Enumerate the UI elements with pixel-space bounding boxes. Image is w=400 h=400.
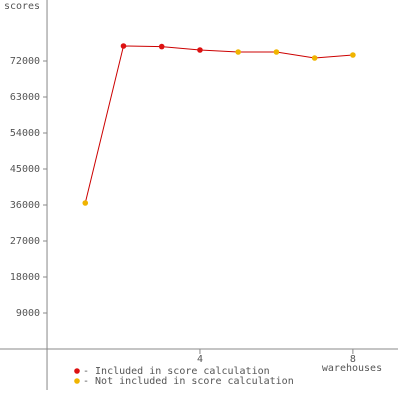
- x-tick-label: 4: [197, 354, 203, 365]
- data-point: [158, 43, 165, 50]
- data-point: [120, 43, 127, 49]
- data-point: [350, 52, 356, 58]
- legend-label: - Not included in score calculation: [83, 376, 294, 387]
- x-axis-label: warehouses: [322, 363, 382, 374]
- y-tick-label: 63000: [10, 92, 40, 103]
- data-point: [311, 55, 318, 61]
- y-tick-label: 54000: [10, 128, 40, 139]
- y-tick-label: 27000: [10, 236, 40, 247]
- data-point: [197, 47, 203, 53]
- legend-marker: [74, 378, 80, 384]
- legend-marker: [74, 368, 80, 374]
- y-tick-label: 72000: [10, 56, 40, 67]
- y-tick-label: 18000: [10, 272, 40, 283]
- legend-label: - Included in score calculation: [83, 366, 270, 377]
- data-point: [273, 49, 280, 55]
- y-tick-label: 45000: [10, 164, 40, 175]
- y-tick-label: 9000: [16, 308, 40, 319]
- series-line: [84, 45, 353, 204]
- data-point: [235, 49, 241, 55]
- y-tick-label: 36000: [10, 200, 40, 211]
- data-point: [82, 200, 89, 206]
- x-tick-label: 8: [350, 354, 356, 365]
- y-axis-label: scores: [4, 1, 40, 12]
